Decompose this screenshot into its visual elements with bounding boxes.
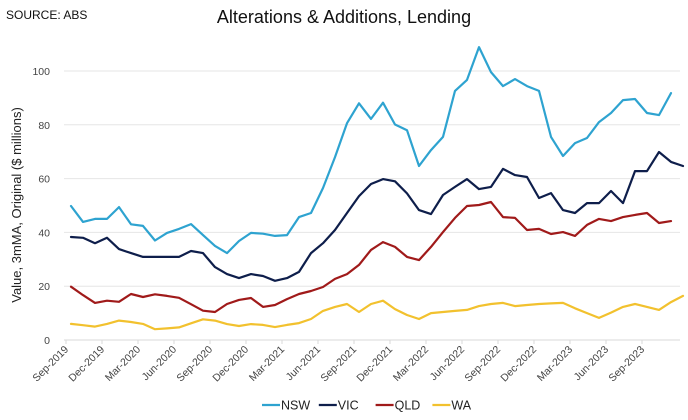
series-lines (69, 45, 685, 331)
x-tick-label: Dec-2021 (354, 344, 395, 385)
x-tick-label: Dec-2019 (66, 344, 107, 385)
x-tick-label: Sep-2023 (606, 344, 647, 385)
series-line-nsw (69, 45, 673, 255)
x-tick-label: Mar-2022 (391, 344, 431, 384)
y-tick-label: 60 (38, 174, 50, 186)
legend-item-nsw: NSW (262, 399, 310, 413)
x-tick-label: Dec-2020 (210, 344, 251, 385)
x-tick-label: Mar-2020 (103, 344, 143, 384)
series-line-vic (69, 150, 685, 282)
legend-label: QLD (395, 399, 421, 413)
y-tick-label: 80 (38, 120, 50, 132)
x-tick-label: Jun-2020 (140, 344, 180, 384)
x-tick-label: Mar-2023 (535, 344, 575, 384)
y-tick-label: 20 (38, 281, 50, 293)
x-tick-label: Jun-2021 (284, 344, 324, 384)
y-axis-label: Value, 3mMA, Original ($ millions) (9, 107, 24, 303)
legend-label: WA (451, 399, 471, 413)
x-tick-label: Jun-2023 (572, 344, 612, 384)
series-line-qld (69, 200, 673, 314)
chart-title: Alterations & Additions, Lending (216, 7, 472, 27)
y-axis-ticks: 0 20 40 60 80 100 (32, 66, 50, 347)
series-line-wa (69, 294, 685, 331)
x-tick-label: Jun-2022 (428, 344, 468, 384)
legend-item-vic: VIC (318, 399, 359, 413)
legend: NSW VIC QLD WA (262, 399, 472, 413)
x-tick-label: Sep-2021 (318, 344, 359, 385)
legend-label: NSW (281, 399, 310, 413)
y-tick-label: 40 (38, 227, 50, 239)
legend-label: VIC (338, 399, 359, 413)
x-axis: Sep-2019Dec-2019Mar-2020Jun-2020Sep-2020… (30, 340, 647, 384)
y-tick-label: 0 (44, 335, 50, 347)
legend-item-wa: WA (432, 399, 472, 413)
x-tick-label: Mar-2021 (247, 344, 287, 384)
y-tick-label: 100 (32, 66, 50, 78)
x-tick-label: Sep-2020 (174, 344, 215, 385)
x-tick-label: Dec-2022 (498, 344, 539, 385)
gridlines (64, 70, 680, 341)
source-label: SOURCE: ABS (6, 8, 88, 22)
x-tick-label: Sep-2019 (30, 344, 71, 385)
legend-item-qld: QLD (375, 399, 421, 413)
x-tick-label: Sep-2022 (462, 344, 503, 385)
